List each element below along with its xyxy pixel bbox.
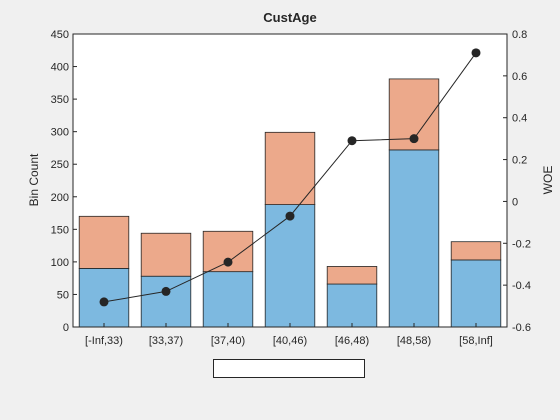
bar-segment-2-4 bbox=[264, 131, 316, 205]
bar-segment-2-1 bbox=[78, 215, 130, 269]
y2-tick-label: 0.6 bbox=[512, 71, 527, 83]
y2-tick-label: 0.4 bbox=[512, 113, 527, 125]
woe-point-4 bbox=[285, 211, 295, 221]
y-tick-label: 450 bbox=[51, 29, 69, 41]
woe-point-5 bbox=[347, 136, 357, 146]
woe-point-3 bbox=[223, 257, 233, 267]
y-tick-label: 150 bbox=[51, 224, 69, 236]
bar-segment-1-3 bbox=[202, 271, 254, 328]
y-tick-label: 200 bbox=[51, 192, 69, 204]
y-tick-label: 400 bbox=[51, 62, 69, 74]
y-tick-label: 100 bbox=[51, 257, 69, 269]
legend bbox=[213, 359, 365, 378]
y-tick-label: 300 bbox=[51, 127, 69, 139]
chart-title: CustAge bbox=[263, 10, 316, 25]
x-tick-label: [40,46) bbox=[273, 335, 307, 347]
y-tick-label: 250 bbox=[51, 159, 69, 171]
bar-segment-2-7 bbox=[450, 241, 502, 261]
bar-segment-1-7 bbox=[450, 259, 502, 328]
x-tick-label: [48,58) bbox=[397, 335, 431, 347]
y-tick-label: 350 bbox=[51, 94, 69, 106]
bar-segment-1-2 bbox=[140, 275, 192, 328]
x-tick-label: [37,40) bbox=[211, 335, 245, 347]
y2-tick-label: 0.2 bbox=[512, 155, 527, 167]
y-tick-label: 0 bbox=[63, 322, 69, 334]
y-tick-label: 50 bbox=[57, 289, 69, 301]
woe-point-7 bbox=[471, 48, 481, 58]
x-tick-label: [-Inf,33) bbox=[85, 335, 123, 347]
y2-tick-label: 0 bbox=[512, 196, 518, 208]
y2-axis-label: WOE bbox=[541, 166, 555, 195]
y2-tick-label: 0.8 bbox=[512, 29, 527, 41]
x-tick-label: [46,48) bbox=[335, 335, 369, 347]
bar-segment-2-5 bbox=[326, 266, 378, 285]
y2-tick-label: -0.2 bbox=[512, 238, 531, 250]
woe-point-1 bbox=[99, 297, 109, 307]
y2-tick-label: -0.6 bbox=[512, 322, 531, 334]
y2-tick-label: -0.4 bbox=[512, 280, 531, 292]
plot-frame bbox=[72, 33, 508, 328]
bar-segment-1-4 bbox=[264, 204, 316, 328]
x-tick-label: [33,37) bbox=[149, 335, 183, 347]
bar-segment-1-5 bbox=[326, 283, 378, 328]
woe-point-6 bbox=[409, 134, 419, 144]
woe-point-2 bbox=[161, 286, 171, 296]
bar-segment-2-2 bbox=[140, 232, 192, 277]
bar-segment-1-6 bbox=[388, 149, 440, 328]
x-tick-label: [58,Inf] bbox=[459, 335, 493, 347]
y-axis-label: Bin Count bbox=[27, 153, 41, 206]
